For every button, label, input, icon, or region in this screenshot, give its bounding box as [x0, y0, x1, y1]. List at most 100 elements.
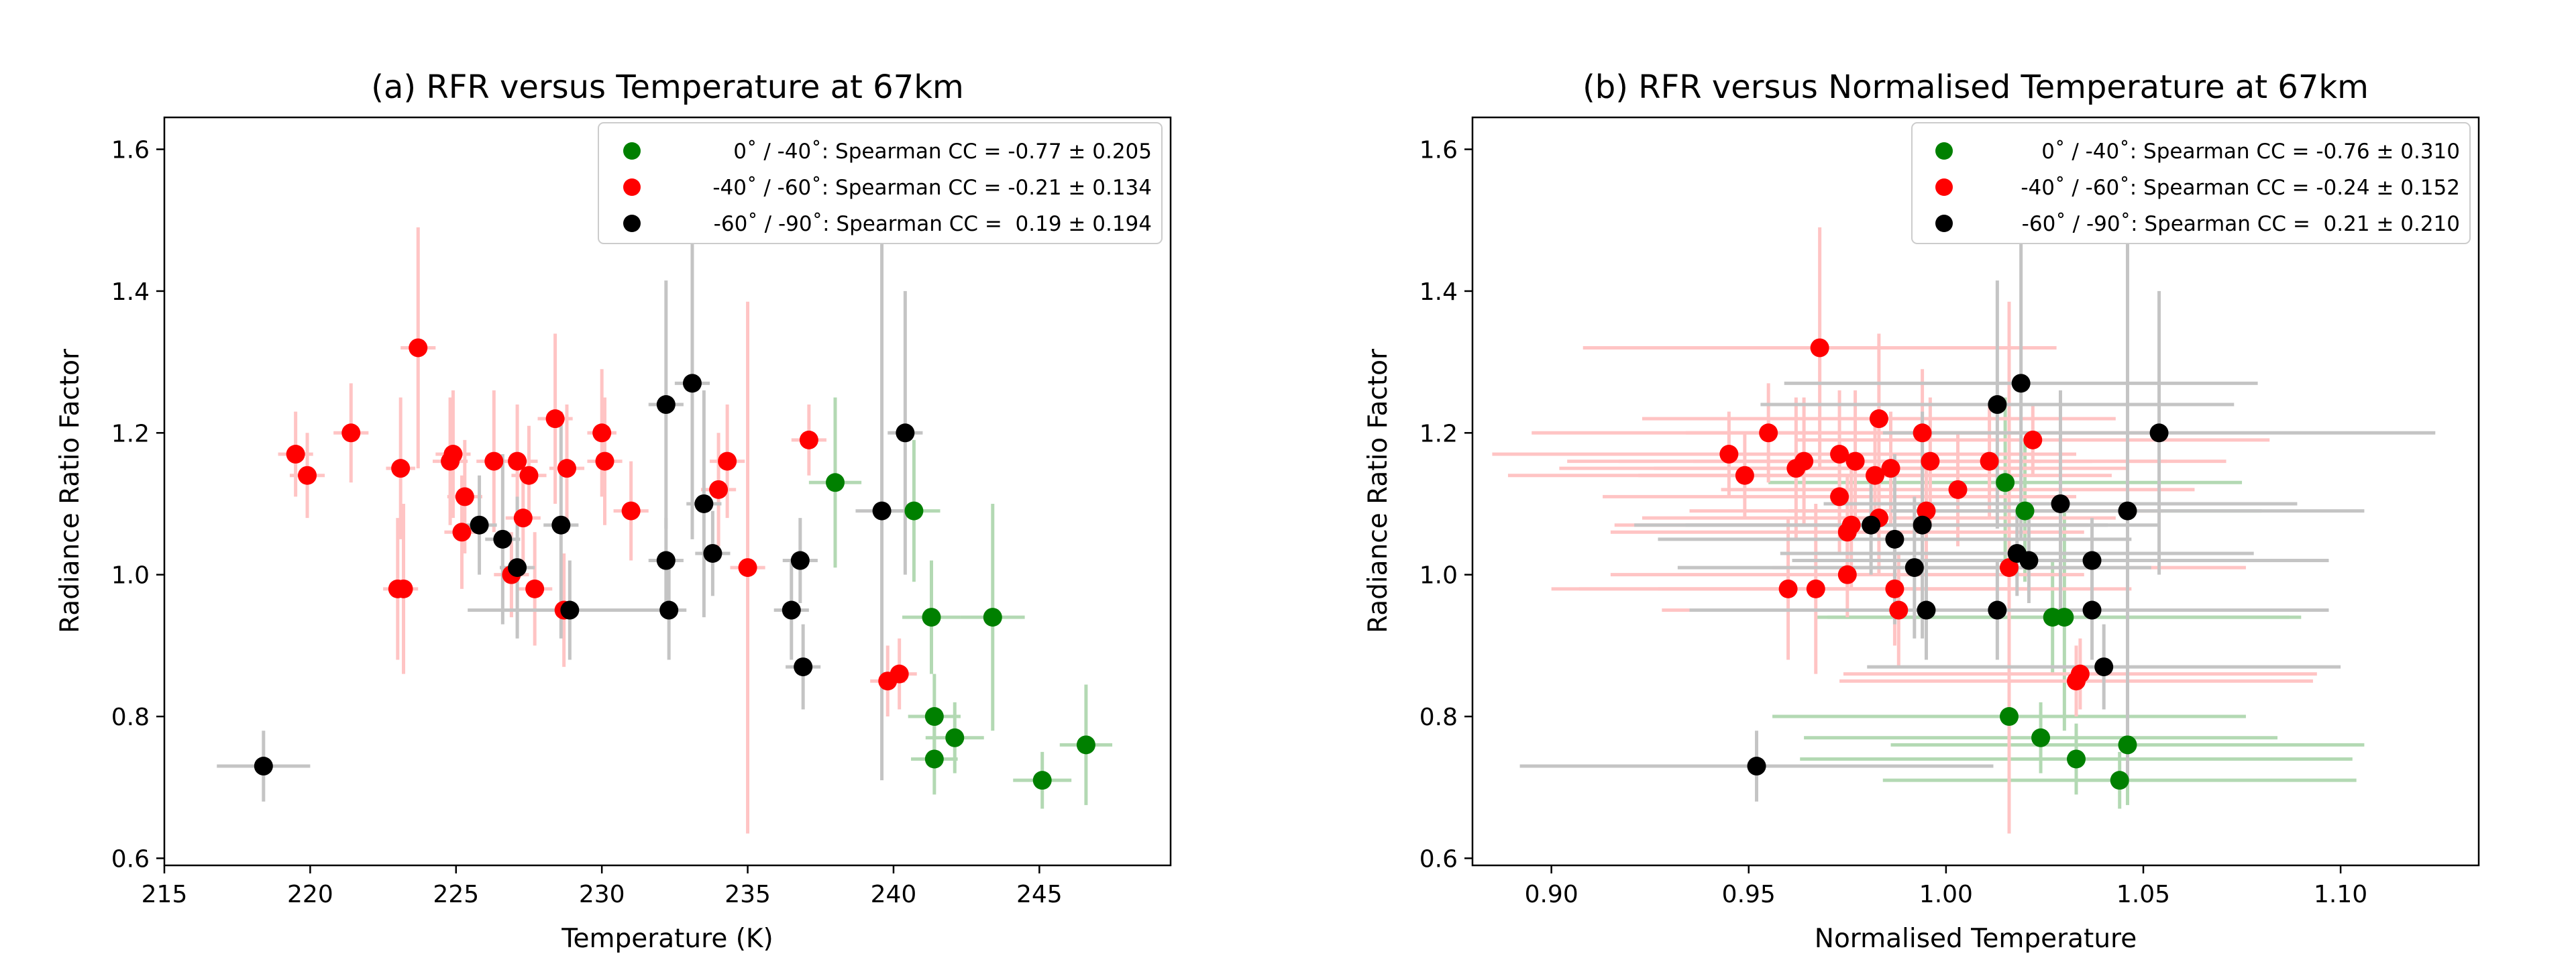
panel-a-legend-box [598, 122, 1163, 244]
panel-b-data-point-series-1 [1980, 451, 1999, 471]
panel-a-data-point-series-1 [508, 451, 527, 471]
panel-b-data-point-series-1 [1719, 445, 1739, 464]
panel-a-data-point-series-1 [394, 579, 413, 598]
panel-a-data-point-series-0 [983, 608, 1002, 627]
panel-b-normalised-temperature: (b) RFR versus Normalised Temperature at… [1363, 68, 2480, 954]
panel-b-data-point-series-2 [2082, 551, 2102, 570]
panel-a-y-tick-label: 0.8 [111, 704, 150, 731]
panel-b-data-point-series-2 [2007, 543, 2027, 563]
panel-b-data-point-series-2 [1988, 395, 2007, 415]
panel-b-plot-frame [1471, 116, 2480, 867]
panel-b-legend-marker-red [1935, 178, 1953, 196]
panel-a-legend-marker-red [623, 178, 641, 196]
panel-a-data-point-series-2 [659, 600, 679, 620]
panel-b-data-point-series-0 [1996, 473, 2015, 492]
panel-b-data-point-series-2 [2094, 657, 2114, 677]
panel-b-data-point-series-1 [1881, 459, 1900, 478]
panel-b-y-tick-label: 1.2 [1419, 420, 1458, 447]
panel-a-data-point-series-2 [782, 600, 801, 620]
panel-a-data-point-series-0 [1076, 735, 1095, 755]
panel-b-data-point-series-2 [1747, 757, 1766, 776]
panel-b-points [1719, 338, 2169, 790]
panel-a-data-point-series-2 [794, 657, 813, 677]
panel-a-legend: 0˚ / -40˚: Spearman CC = -0.77 ± 0.205 -… [598, 122, 1163, 244]
panel-a-x-tick-label: 215 [142, 881, 188, 908]
panel-b-data-point-series-0 [2000, 707, 2019, 727]
panel-a-data-point-series-2 [656, 395, 676, 415]
panel-b-data-point-series-1 [1885, 579, 1904, 598]
panel-a-data-point-series-1 [592, 423, 612, 443]
panel-b-data-point-series-1 [2023, 430, 2043, 449]
panel-a-data-point-series-2 [493, 529, 513, 549]
panel-a-x-tick-label: 245 [1016, 881, 1063, 908]
panel-b-data-point-series-2 [1904, 558, 1924, 578]
panel-a-data-point-series-2 [896, 423, 915, 443]
panel-b-data-point-series-1 [1830, 445, 1849, 464]
panel-b-legend-box [1911, 122, 2471, 244]
panel-a-data-point-series-2 [551, 515, 571, 535]
panel-b-legend-label-black: -60˚ / -90˚: Spearman CC = 0.21 ± 0.210 [2022, 212, 2460, 236]
panel-a-data-point-series-1 [718, 451, 737, 471]
panel-b-data-point-series-1 [1845, 451, 1865, 471]
panel-a-y-tick-label: 1.2 [111, 420, 150, 447]
panel-a-data-point-series-0 [922, 608, 941, 627]
panel-b-legend: 0˚ / -40˚: Spearman CC = -0.76 ± 0.310 -… [1911, 122, 2471, 244]
panel-a-data-point-series-0 [826, 473, 845, 492]
panel-b-data-point-series-1 [1806, 579, 1825, 598]
panel-a-legend-label-green: 0˚ / -40˚: Spearman CC = -0.77 ± 0.205 [733, 140, 1152, 164]
panel-b-y-tick-label: 0.8 [1419, 704, 1458, 731]
panel-a-legend-marker-black [623, 215, 641, 232]
panel-a-data-point-series-1 [298, 466, 317, 485]
panel-b-data-point-series-2 [1988, 600, 2007, 620]
panel-a-x-tick-label: 230 [579, 881, 625, 908]
panel-b-data-point-series-1 [2000, 558, 2019, 578]
panel-a-x-axis-label: Temperature (K) [561, 924, 773, 954]
panel-a-data-point-series-1 [286, 445, 305, 464]
panel-a-data-point-series-1 [709, 480, 729, 499]
panel-b-title: (b) RFR versus Normalised Temperature at… [1582, 68, 2369, 106]
panel-b-data-point-series-1 [1948, 480, 1968, 499]
panel-a-data-point-series-1 [557, 459, 576, 478]
panel-b-data-point-series-1 [1837, 565, 1857, 584]
panel-a-data-point-series-0 [945, 728, 965, 747]
panel-b-legend-label-red: -40˚ / -60˚: Spearman CC = -0.24 ± 0.152 [2021, 176, 2460, 200]
panel-a-x-tick-label: 220 [287, 881, 333, 908]
panel-a-title: (a) RFR versus Temperature at 67km [371, 68, 964, 106]
panel-a-data-point-series-2 [656, 551, 676, 570]
panel-b-data-point-series-2 [2011, 374, 2031, 393]
panel-b-data-point-series-1 [1810, 338, 1829, 358]
panel-a-data-point-series-1 [621, 501, 641, 521]
panel-b-data-point-series-0 [2067, 749, 2086, 769]
panel-a-data-point-series-2 [694, 494, 714, 513]
panel-a-data-point-series-2 [508, 558, 527, 578]
panel-b-data-point-series-2 [2051, 494, 2070, 513]
panel-a-x-tick-label: 240 [871, 881, 917, 908]
panel-a-data-point-series-2 [790, 551, 810, 570]
panel-b-data-point-series-0 [2055, 608, 2074, 627]
panel-b-y-ticks: 0.6 0.8 1.0 1.2 1.4 1.6 [1419, 137, 1472, 873]
panel-a-data-point-series-1 [519, 466, 539, 485]
panel-b-data-point-series-1 [1830, 487, 1849, 506]
panel-b-data-point-series-0 [2110, 771, 2129, 790]
panel-a-temperature: (a) RFR versus Temperature at 67km 215 22… [55, 68, 1172, 954]
panel-a-data-point-series-0 [924, 707, 944, 727]
panel-b-data-point-series-0 [2015, 501, 2035, 521]
panel-b-y-axis-label: Radiance Ratio Factor [1363, 348, 1393, 633]
panel-a-data-point-series-2 [703, 543, 722, 563]
panel-b-data-point-series-1 [1759, 423, 1778, 443]
panel-a-data-point-series-0 [924, 749, 944, 769]
panel-a-data-point-series-1 [545, 409, 565, 429]
panel-a-data-point-series-1 [595, 451, 614, 471]
panel-b-y-tick-label: 1.0 [1419, 562, 1458, 590]
panel-a-data-point-series-1 [455, 487, 474, 506]
panel-b-x-axis-label: Normalised Temperature [1815, 924, 2137, 954]
panel-a-data-point-series-2 [872, 501, 892, 521]
panel-a-points [254, 338, 1095, 790]
panel-b-x-tick-label: 1.05 [2116, 881, 2170, 908]
panel-a-data-point-series-1 [484, 451, 504, 471]
panel-a-legend-marker-green [623, 142, 641, 160]
panel-b-y-tick-label: 0.6 [1419, 845, 1458, 873]
panel-b-x-ticks: 0.90 0.95 1.00 1.05 1.10 [1525, 865, 2367, 908]
panel-b-data-point-series-2 [2082, 600, 2102, 620]
